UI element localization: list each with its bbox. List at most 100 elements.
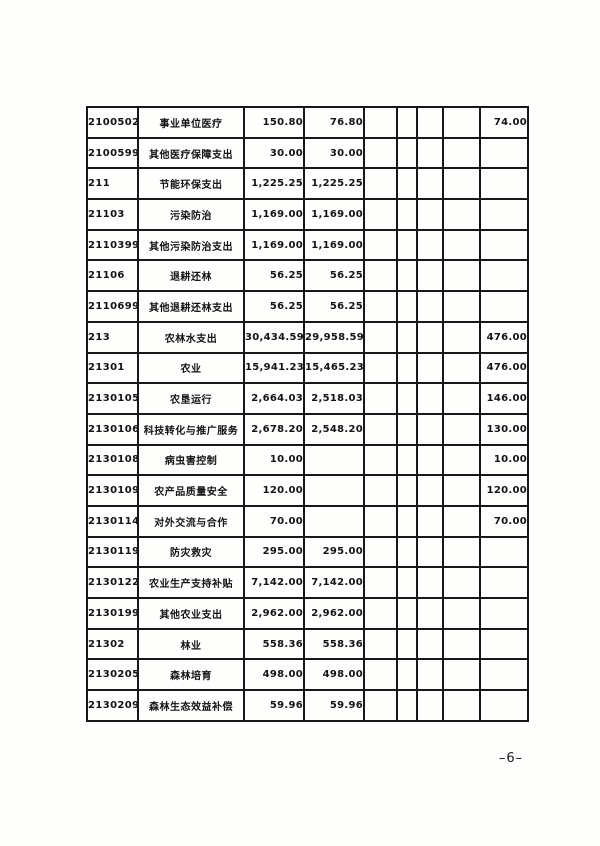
cell-amount-5 — [416, 106, 444, 139]
cell-amount-last — [479, 566, 529, 599]
cell-amount-4 — [396, 259, 418, 293]
cell-code: 2130114 — [86, 504, 139, 538]
table-row: 2130105 农垦运行 2,664.03 2,518.03 146.00 — [86, 382, 529, 415]
cell-amount-total: 558.36 — [243, 627, 305, 661]
cell-amount-2: 56.25 — [303, 290, 365, 323]
cell-amount-2: 15,465.23 — [303, 351, 365, 385]
table-row: 21103 污染防治 1,169.00 1,169.00 — [86, 198, 529, 231]
cell-amount-2: 2,962.00 — [303, 597, 365, 630]
cell-amount-total: 120.00 — [243, 474, 305, 507]
cell-amount-5 — [416, 382, 444, 415]
cell-item-name: 农业 — [137, 351, 245, 385]
cell-amount-6 — [442, 198, 481, 231]
table-row: 2130122 农业生产支持补贴 7,142.00 7,142.00 — [86, 566, 529, 599]
cell-amount-4 — [396, 382, 418, 415]
cell-amount-4 — [396, 627, 418, 661]
cell-item-name: 其他农业支出 — [137, 597, 245, 630]
cell-amount-last — [479, 290, 529, 323]
cell-item-name: 污染防治 — [137, 198, 245, 231]
table-row: 2130106 科技转化与推广服务 2,678.20 2,548.20 130.00 — [86, 412, 529, 446]
cell-amount-5 — [416, 597, 444, 630]
table-row: 2110699 其他退耕还林支出 56.25 56.25 — [86, 290, 529, 323]
cell-amount-total: 59.96 — [243, 689, 305, 722]
cell-amount-3 — [363, 228, 398, 262]
table-row: 211 节能环保支出 1,225.25 1,225.25 — [86, 167, 529, 201]
cell-amount-3 — [363, 290, 398, 323]
cell-code: 2130108 — [86, 443, 139, 477]
cell-amount-2: 7,142.00 — [303, 566, 365, 599]
table-row: 213 农林水支出 30,434.59 29,958.59 476.00 — [86, 320, 529, 354]
cell-amount-3 — [363, 351, 398, 385]
table-row: 21301 农业 15,941.23 15,465.23 476.00 — [86, 351, 529, 385]
cell-amount-4 — [396, 689, 418, 722]
cell-amount-last: 476.00 — [479, 351, 529, 385]
cell-amount-2: 2,548.20 — [303, 412, 365, 446]
cell-amount-4 — [396, 290, 418, 323]
cell-amount-6 — [442, 504, 481, 538]
cell-amount-3 — [363, 106, 398, 139]
cell-amount-5 — [416, 658, 444, 692]
cell-amount-6 — [442, 412, 481, 446]
cell-amount-last — [479, 228, 529, 262]
cell-amount-last: 130.00 — [479, 412, 529, 446]
cell-amount-4 — [396, 566, 418, 599]
cell-amount-4 — [396, 474, 418, 507]
cell-amount-4 — [396, 504, 418, 538]
cell-amount-total: 1,169.00 — [243, 228, 305, 262]
cell-amount-5 — [416, 443, 444, 477]
cell-amount-4 — [396, 106, 418, 139]
cell-item-name: 防灾救灾 — [137, 535, 245, 569]
cell-amount-5 — [416, 228, 444, 262]
cell-amount-total: 7,142.00 — [243, 566, 305, 599]
cell-item-name: 其他医疗保障支出 — [137, 136, 245, 170]
table-row: 2130114 对外交流与合作 70.00 70.00 — [86, 504, 529, 538]
cell-amount-total: 30.00 — [243, 136, 305, 170]
cell-amount-last — [479, 689, 529, 722]
cell-amount-6 — [442, 597, 481, 630]
cell-amount-total: 498.00 — [243, 658, 305, 692]
cell-amount-4 — [396, 535, 418, 569]
cell-amount-last — [479, 658, 529, 692]
cell-amount-4 — [396, 136, 418, 170]
cell-item-name: 科技转化与推广服务 — [137, 412, 245, 446]
table-row: 21302 林业 558.36 558.36 — [86, 627, 529, 661]
budget-table: 2100502 事业单位医疗 150.80 76.80 74.00 2100599 其他医疗… — [86, 106, 529, 722]
cell-amount-last — [479, 136, 529, 170]
cell-item-name: 农垦运行 — [137, 382, 245, 415]
cell-code: 211 — [86, 167, 139, 201]
cell-amount-total: 70.00 — [243, 504, 305, 538]
cell-amount-last — [479, 597, 529, 630]
cell-amount-2: 558.36 — [303, 627, 365, 661]
cell-amount-4 — [396, 443, 418, 477]
cell-amount-3 — [363, 320, 398, 354]
cell-amount-total: 2,678.20 — [243, 412, 305, 446]
cell-amount-6 — [442, 689, 481, 722]
cell-amount-last: 146.00 — [479, 382, 529, 415]
cell-amount-total: 1,169.00 — [243, 198, 305, 231]
cell-amount-5 — [416, 474, 444, 507]
cell-item-name: 其他退耕还林支出 — [137, 290, 245, 323]
cell-amount-5 — [416, 351, 444, 385]
cell-code: 2130106 — [86, 412, 139, 446]
cell-amount-2: 1,225.25 — [303, 167, 365, 201]
cell-code: 2110699 — [86, 290, 139, 323]
cell-amount-4 — [396, 351, 418, 385]
cell-amount-4 — [396, 320, 418, 354]
cell-amount-last: 10.00 — [479, 443, 529, 477]
cell-amount-4 — [396, 198, 418, 231]
cell-item-name: 节能环保支出 — [137, 167, 245, 201]
cell-code: 2130105 — [86, 382, 139, 415]
cell-amount-5 — [416, 504, 444, 538]
cell-item-name: 林业 — [137, 627, 245, 661]
cell-amount-3 — [363, 535, 398, 569]
cell-item-name: 其他污染防治支出 — [137, 228, 245, 262]
budget-table-body: 2100502 事业单位医疗 150.80 76.80 74.00 2100599 其他医疗… — [86, 106, 529, 722]
cell-code: 2130199 — [86, 597, 139, 630]
cell-amount-3 — [363, 474, 398, 507]
cell-amount-total: 10.00 — [243, 443, 305, 477]
cell-amount-6 — [442, 443, 481, 477]
cell-item-name: 农业生产支持补贴 — [137, 566, 245, 599]
cell-code: 2130119 — [86, 535, 139, 569]
cell-amount-5 — [416, 290, 444, 323]
